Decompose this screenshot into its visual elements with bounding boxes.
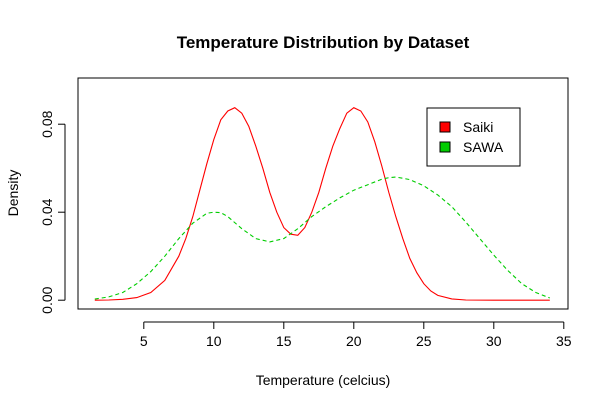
chart-title: Temperature Distribution by Dataset [177, 33, 470, 52]
x-tick-label: 15 [276, 333, 292, 349]
y-tick-label: 0.04 [39, 198, 55, 225]
series-layer [94, 107, 551, 301]
legend-box [426, 107, 521, 167]
series-line-sawa [94, 176, 551, 300]
series-line-saiki [94, 107, 550, 301]
x-tick-label: 30 [486, 333, 502, 349]
legend-swatch-saiki [439, 121, 451, 133]
y-axis: 0.00 0.04 0.08 [39, 110, 66, 314]
y-tick-label: 0.00 [39, 286, 55, 313]
x-tick-label: 5 [140, 333, 148, 349]
x-axis-label: Temperature (celcius) [256, 372, 391, 388]
x-tick-label: 35 [556, 333, 572, 349]
legend-swatch-sawa [439, 141, 451, 153]
x-tick-label: 25 [416, 333, 432, 349]
x-tick-label: 20 [346, 333, 362, 349]
x-tick-label: 10 [206, 333, 222, 349]
x-axis: 5 10 15 20 25 30 35 [140, 321, 572, 349]
plot-frame [77, 77, 569, 310]
y-axis-label: Density [5, 170, 21, 217]
legend-label-sawa: SAWA [463, 139, 504, 155]
legend-label-saiki: Saiki [463, 119, 493, 135]
y-tick-label: 0.08 [39, 110, 55, 137]
legend: Saiki SAWA [426, 107, 521, 167]
